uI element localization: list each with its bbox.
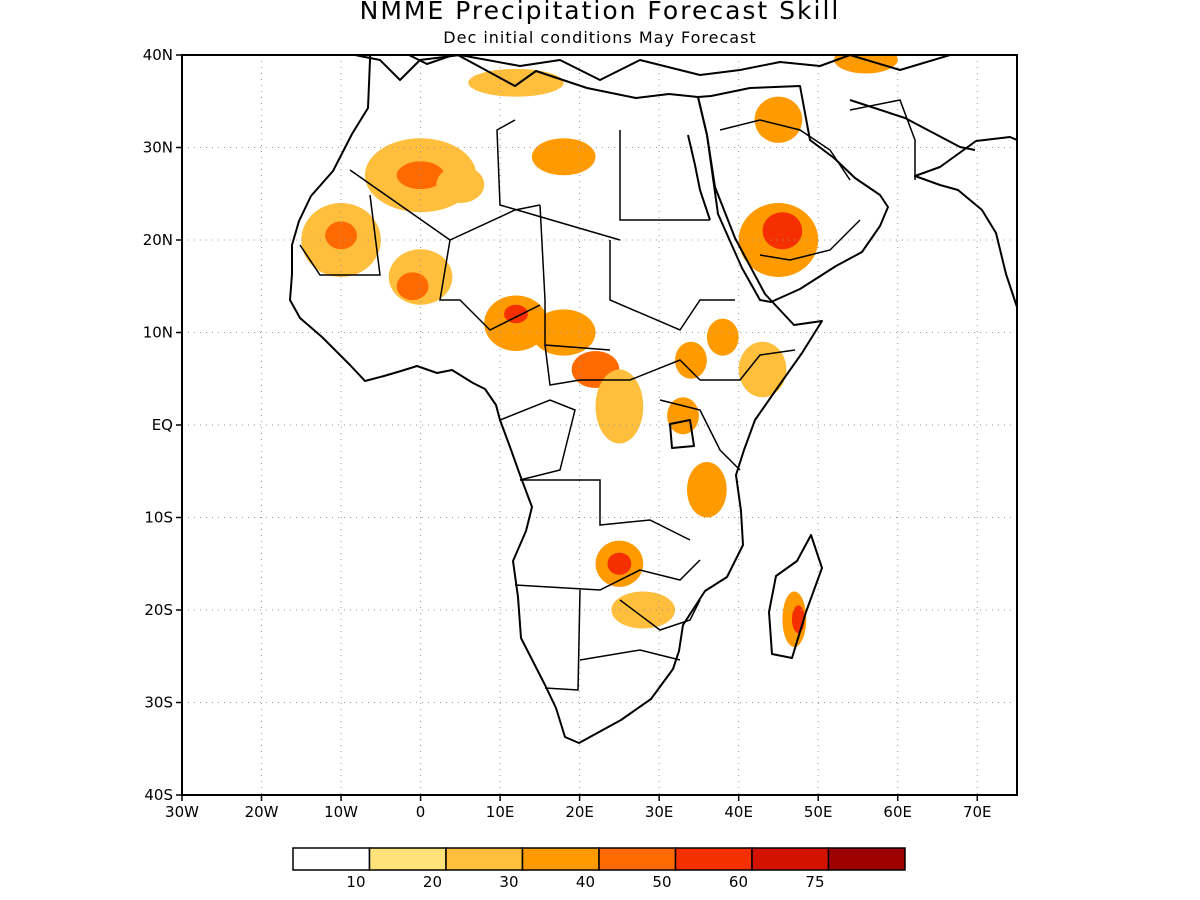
- border-line: [659, 399, 741, 471]
- skill-region-23: [607, 552, 632, 575]
- x-tick-label: 30W: [165, 803, 199, 821]
- madagascar-coastline: [768, 534, 823, 659]
- y-tick-label: 40N: [143, 46, 173, 64]
- iran-coastline: [849, 99, 976, 151]
- border-line: [539, 204, 611, 351]
- x-tick-label: 60E: [883, 803, 912, 821]
- country-borders: [299, 99, 916, 691]
- india-coastline: [914, 136, 1017, 308]
- border-line: [619, 130, 710, 221]
- border-line: [700, 349, 796, 381]
- coastlines: [289, 55, 1017, 744]
- skill-region-18: [762, 212, 803, 250]
- africa-coastline: [289, 55, 823, 744]
- colorbar-label: 30: [499, 873, 518, 891]
- y-tick-label: 20N: [143, 231, 173, 249]
- axis-ticks: 30W 20W 10W 0 10E 20E 30E 40E 50E 60E 70E 40N 30N 20N…: [143, 46, 992, 821]
- y-tick-label: 20S: [144, 601, 173, 619]
- x-tick-label: 20W: [245, 803, 279, 821]
- border-line: [544, 344, 701, 386]
- europe-coastline: [354, 55, 951, 81]
- x-tick-label: 0: [416, 803, 426, 821]
- y-tick-label: 40S: [144, 786, 173, 804]
- colorbar-legend: 10 20 30 40 50 60 75: [292, 847, 906, 891]
- colorbar-swatch: [292, 847, 371, 871]
- nile-river: [687, 134, 711, 221]
- x-tick-label: 10W: [324, 803, 358, 821]
- colorbar-swatch: [674, 847, 753, 871]
- colorbar-label: 20: [423, 873, 442, 891]
- y-tick-label: EQ: [152, 416, 173, 434]
- skill-region-21: [686, 462, 727, 518]
- map-title: NMME Precipitation Forecast Skill: [359, 0, 841, 25]
- skill-region-10: [531, 309, 596, 356]
- x-tick-label: 30E: [645, 803, 674, 821]
- skill-region-19: [754, 96, 803, 143]
- colorbar-label: 10: [346, 873, 365, 891]
- border-line: [299, 194, 381, 276]
- colorbar-label: 50: [652, 873, 671, 891]
- colorbar-label: 60: [729, 873, 748, 891]
- skill-region-15: [706, 318, 739, 356]
- skill-region-12: [595, 369, 644, 444]
- skill-region-9: [504, 304, 528, 324]
- colorbar-swatch: [521, 847, 600, 871]
- colorbar-label: 40: [576, 873, 595, 891]
- colorbar-swatch: [827, 847, 906, 871]
- skill-region-13: [675, 341, 707, 379]
- colorbar-swatch: [598, 847, 677, 871]
- border-line: [579, 649, 681, 661]
- border-line: [520, 479, 691, 541]
- y-tick-label: 10S: [144, 509, 173, 527]
- skill-shading-layer: [301, 55, 898, 647]
- y-tick-label: 10N: [143, 324, 173, 342]
- border-line: [544, 589, 581, 691]
- border-line: [719, 119, 851, 181]
- border-line: [439, 239, 541, 331]
- x-tick-label: 10E: [486, 803, 515, 821]
- colorbar-label: 75: [805, 873, 824, 891]
- skill-region-20: [834, 55, 898, 74]
- skill-region-16: [738, 341, 787, 398]
- border-line: [619, 599, 701, 631]
- arabia-coastline: [697, 85, 889, 303]
- y-tick-label: 30S: [144, 694, 173, 712]
- border-line: [849, 99, 916, 180]
- map-subtitle: Dec initial conditions May Forecast: [443, 28, 757, 47]
- skill-region-7: [531, 138, 596, 176]
- colorbar-swatch: [368, 847, 447, 871]
- colorbar-swatch: [445, 847, 524, 871]
- border-line: [349, 169, 541, 241]
- skill-region-27: [468, 68, 564, 97]
- y-tick-label: 30N: [143, 139, 173, 157]
- skill-region-4: [436, 166, 485, 203]
- x-tick-label: 40E: [724, 803, 753, 821]
- border-line: [759, 219, 861, 261]
- skill-region-6: [396, 272, 429, 301]
- lake-victoria: [669, 419, 695, 449]
- border-line: [496, 119, 621, 241]
- colorbar-swatch: [751, 847, 830, 871]
- border-line: [499, 399, 576, 481]
- x-tick-label: 50E: [804, 803, 833, 821]
- border-line: [514, 559, 701, 591]
- x-tick-label: 70E: [963, 803, 992, 821]
- x-tick-label: 20E: [565, 803, 594, 821]
- border-line: [609, 240, 735, 331]
